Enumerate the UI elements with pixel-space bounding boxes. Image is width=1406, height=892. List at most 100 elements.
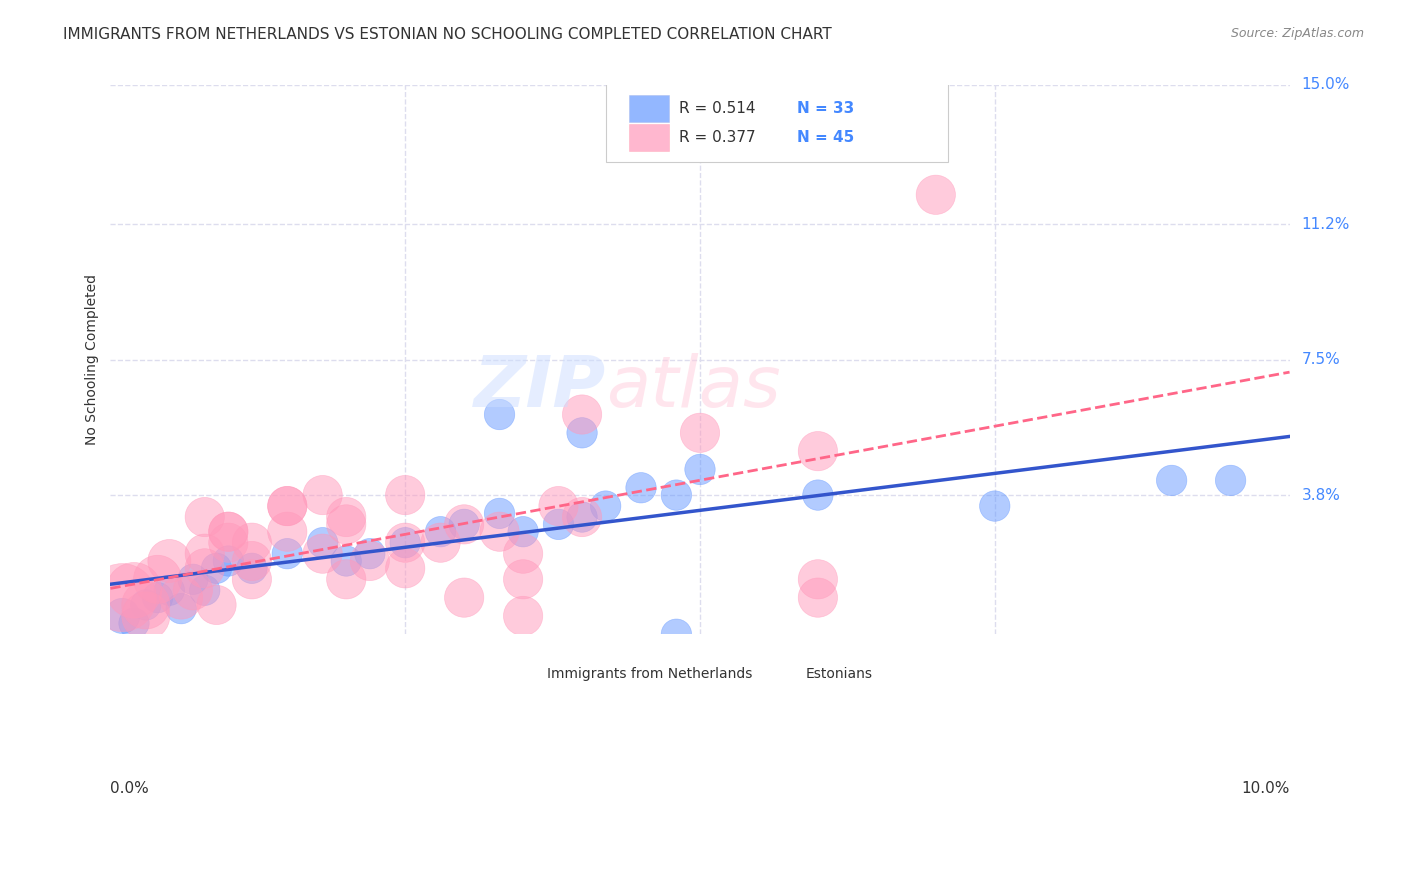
Y-axis label: No Schooling Completed: No Schooling Completed xyxy=(86,274,100,445)
Point xyxy=(170,591,193,605)
Point xyxy=(157,554,180,568)
Point xyxy=(311,547,333,561)
Point xyxy=(122,616,145,631)
Point xyxy=(240,561,263,575)
Point xyxy=(311,488,333,502)
Point xyxy=(807,444,830,458)
Point xyxy=(217,554,239,568)
Text: 11.2%: 11.2% xyxy=(1302,217,1350,232)
Point xyxy=(488,524,510,539)
Point xyxy=(1219,474,1241,488)
Point xyxy=(807,572,830,586)
Point xyxy=(111,609,134,624)
Point xyxy=(512,524,534,539)
Text: 10.0%: 10.0% xyxy=(1241,780,1289,796)
Point xyxy=(488,507,510,521)
FancyBboxPatch shape xyxy=(630,124,669,151)
Point xyxy=(547,499,569,513)
Point xyxy=(453,517,475,532)
Point xyxy=(453,591,475,605)
Point xyxy=(217,524,239,539)
Point xyxy=(205,561,228,575)
Point xyxy=(512,572,534,586)
Text: 15.0%: 15.0% xyxy=(1302,78,1350,93)
Point xyxy=(429,524,451,539)
Point xyxy=(512,547,534,561)
Point xyxy=(394,535,416,549)
Point xyxy=(665,627,688,641)
Point xyxy=(359,554,381,568)
Text: Estonians: Estonians xyxy=(806,667,873,681)
Text: 3.8%: 3.8% xyxy=(1302,488,1340,502)
Point xyxy=(194,561,217,575)
Text: IMMIGRANTS FROM NETHERLANDS VS ESTONIAN NO SCHOOLING COMPLETED CORRELATION CHART: IMMIGRANTS FROM NETHERLANDS VS ESTONIAN … xyxy=(63,27,832,42)
Point xyxy=(335,554,357,568)
Point xyxy=(689,425,711,440)
Point xyxy=(394,535,416,549)
Point xyxy=(240,554,263,568)
Point xyxy=(807,591,830,605)
Point xyxy=(335,510,357,524)
FancyBboxPatch shape xyxy=(606,79,948,161)
Point xyxy=(547,517,569,532)
Point xyxy=(240,572,263,586)
Point xyxy=(217,535,239,549)
Point xyxy=(240,535,263,549)
Point xyxy=(394,561,416,575)
Point xyxy=(359,547,381,561)
Point xyxy=(984,499,1007,513)
Text: 7.5%: 7.5% xyxy=(1302,352,1340,368)
Text: R = 0.377: R = 0.377 xyxy=(679,130,755,145)
Point xyxy=(925,187,948,202)
Point xyxy=(170,601,193,615)
Text: Immigrants from Netherlands: Immigrants from Netherlands xyxy=(547,667,752,681)
Point xyxy=(571,510,593,524)
Point xyxy=(311,535,333,549)
Point xyxy=(453,517,475,532)
Point xyxy=(276,524,298,539)
Point xyxy=(146,591,169,605)
Point xyxy=(194,510,217,524)
Text: R = 0.514: R = 0.514 xyxy=(679,101,755,116)
Point xyxy=(429,535,451,549)
Point xyxy=(630,481,652,495)
Point xyxy=(276,547,298,561)
Text: ZIP: ZIP xyxy=(474,352,606,422)
Point xyxy=(135,609,157,624)
Point xyxy=(135,598,157,612)
Text: Source: ZipAtlas.com: Source: ZipAtlas.com xyxy=(1230,27,1364,40)
Point xyxy=(276,499,298,513)
Point xyxy=(571,408,593,422)
Text: N = 33: N = 33 xyxy=(797,101,853,116)
FancyBboxPatch shape xyxy=(756,645,800,665)
Point xyxy=(665,488,688,502)
Point xyxy=(276,499,298,513)
Point xyxy=(217,524,239,539)
Point xyxy=(122,583,145,598)
Point xyxy=(488,408,510,422)
Point xyxy=(181,583,204,598)
Point xyxy=(194,583,217,598)
Point xyxy=(135,598,157,612)
Point xyxy=(512,609,534,624)
Text: 0.0%: 0.0% xyxy=(111,780,149,796)
Point xyxy=(335,517,357,532)
Point xyxy=(111,591,134,605)
Point xyxy=(146,572,169,586)
Point xyxy=(181,572,204,586)
Text: N = 45: N = 45 xyxy=(797,130,853,145)
Point xyxy=(807,488,830,502)
Point xyxy=(205,598,228,612)
Point xyxy=(571,510,593,524)
Point xyxy=(157,583,180,598)
Point xyxy=(194,547,217,561)
FancyBboxPatch shape xyxy=(630,95,669,121)
Text: atlas: atlas xyxy=(606,352,780,422)
Point xyxy=(394,488,416,502)
Point xyxy=(689,462,711,476)
Point xyxy=(1160,474,1182,488)
Point xyxy=(335,572,357,586)
Point xyxy=(571,425,593,440)
Point xyxy=(595,499,617,513)
FancyBboxPatch shape xyxy=(498,645,541,665)
